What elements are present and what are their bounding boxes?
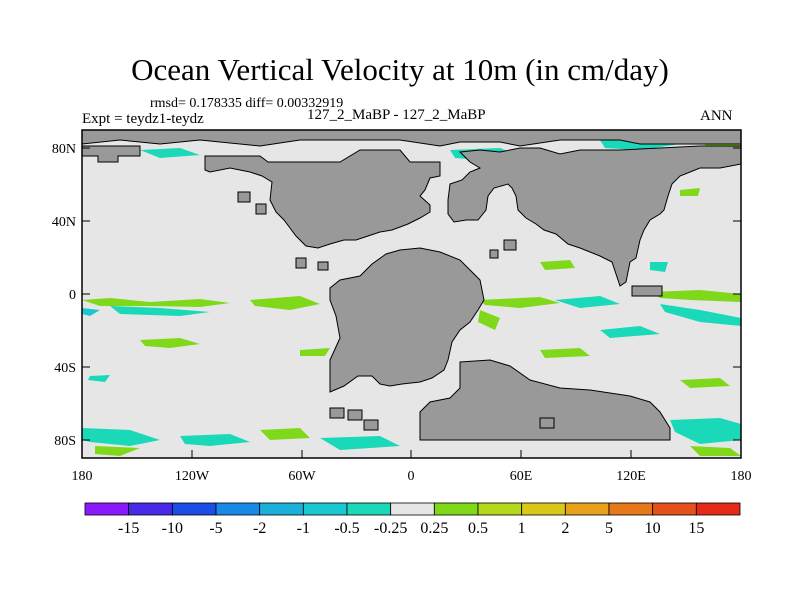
velocity-patch [82, 298, 230, 307]
colorbar-swatch [171, 502, 217, 516]
colorbar-swatch [564, 502, 610, 516]
colorbar-label: 0.25 [420, 520, 448, 537]
lat-labels: 80N 40N 0 40S 80S [52, 142, 76, 449]
colorbar-label: -2 [253, 520, 266, 537]
colorbar-swatch [84, 502, 130, 516]
velocity-patch [650, 290, 741, 302]
land-greenland [82, 145, 141, 163]
lon-label-180w: 180 [72, 469, 93, 484]
velocity-patch [140, 148, 200, 158]
land-island [503, 239, 517, 251]
velocity-patch [478, 310, 500, 330]
colorbar-swatch [433, 502, 479, 516]
colorbar-swatch [390, 502, 435, 516]
velocity-patch [250, 296, 320, 310]
land-island [631, 285, 663, 297]
velocity-patch [540, 348, 590, 358]
velocity-patch [680, 378, 730, 388]
plot-title: Ocean Vertical Velocity at 10m (in cm/da… [131, 52, 669, 87]
colorbar-swatch [521, 502, 566, 516]
lon-label-60w: 60W [288, 469, 316, 484]
colorbar-swatch [695, 502, 741, 516]
colorbar-labels: -15 -10 -5 -2 -1 -0.5 -0.25 0.25 0.5 1 2 5 10 15 [118, 520, 704, 537]
colorbar-label: -0.5 [334, 520, 359, 537]
velocity-patch [140, 338, 200, 348]
land-island [255, 203, 267, 215]
land-continent-north-west [204, 149, 441, 249]
velocity-patch [320, 436, 400, 450]
colorbar-label: 5 [605, 520, 613, 537]
velocity-patch [180, 434, 250, 446]
land-continent-north-east [447, 145, 741, 287]
velocity-patch [82, 428, 160, 446]
land-island [329, 407, 345, 419]
colorbar-swatch [215, 502, 261, 516]
velocity-patch [480, 297, 560, 308]
velocity-patch [95, 446, 140, 456]
velocity-patch [660, 304, 741, 326]
colorbar-label: -15 [118, 520, 139, 537]
velocity-patch [300, 348, 330, 356]
stats-label: rmsd= 0.178335 diff= 0.00332919 [150, 96, 344, 111]
colorbar-swatch [477, 502, 523, 516]
lat-label-80s: 80S [54, 434, 76, 449]
colorbar-label: -10 [162, 520, 183, 537]
lat-ticks [82, 147, 741, 441]
velocity-patch [670, 418, 741, 444]
velocity-patch [690, 446, 741, 456]
colorbar-label: -0.25 [374, 520, 407, 537]
land-island [489, 249, 499, 259]
land-arctic [82, 130, 741, 147]
land-island [347, 409, 363, 421]
velocity-patch [88, 375, 110, 382]
season-label: ANN [700, 108, 733, 124]
lat-label-0: 0 [69, 288, 76, 303]
colorbar-label: 15 [688, 520, 704, 537]
colorbar-swatch [128, 502, 173, 516]
velocity-patch [555, 296, 620, 308]
colorbar-label: -5 [209, 520, 222, 537]
land-masses [82, 130, 741, 441]
lon-label-180e: 180 [731, 469, 752, 484]
colorbar-label: 0.5 [468, 520, 488, 537]
colorbar-swatch [302, 502, 348, 516]
velocity-patch [82, 308, 100, 316]
colorbar-swatch [259, 502, 304, 516]
lat-label-80n: 80N [52, 142, 76, 157]
colorbar-label: 10 [645, 520, 661, 537]
land-continent-central [329, 247, 485, 393]
velocity-patch [600, 326, 660, 338]
land-continent-south [419, 359, 671, 441]
colorbar-swatch [652, 502, 697, 516]
lon-label-120w: 120W [175, 469, 210, 484]
runs-label: 127_2_MaBP - 127_2_MaBP [307, 107, 486, 123]
land-island [295, 257, 307, 269]
lon-label-120e: 120E [616, 469, 646, 484]
velocity-patch [680, 188, 700, 196]
experiment-label: Expt = teydz1-teydz [82, 111, 204, 127]
velocity-patch [650, 262, 668, 272]
colorbar-label: 2 [561, 520, 569, 537]
lat-label-40n: 40N [52, 215, 76, 230]
land-island [237, 191, 251, 203]
land-island [363, 419, 379, 431]
lon-ticks [81, 450, 742, 458]
colorbar-swatch [346, 502, 392, 516]
land-island [539, 417, 555, 429]
lon-label-60e: 60E [510, 469, 533, 484]
velocity-patch [540, 260, 575, 270]
colorbar-label: -1 [297, 520, 310, 537]
lon-labels: 180 120W 60W 0 60E 120E 180 [72, 469, 752, 484]
colorbar-label: 1 [518, 520, 526, 537]
velocity-patch [110, 306, 210, 316]
lon-label-0: 0 [408, 469, 415, 484]
colorbar [84, 502, 741, 516]
land-island [317, 261, 329, 271]
colorbar-swatch [608, 502, 654, 516]
lat-label-40s: 40S [54, 361, 76, 376]
velocity-patch [260, 428, 310, 440]
